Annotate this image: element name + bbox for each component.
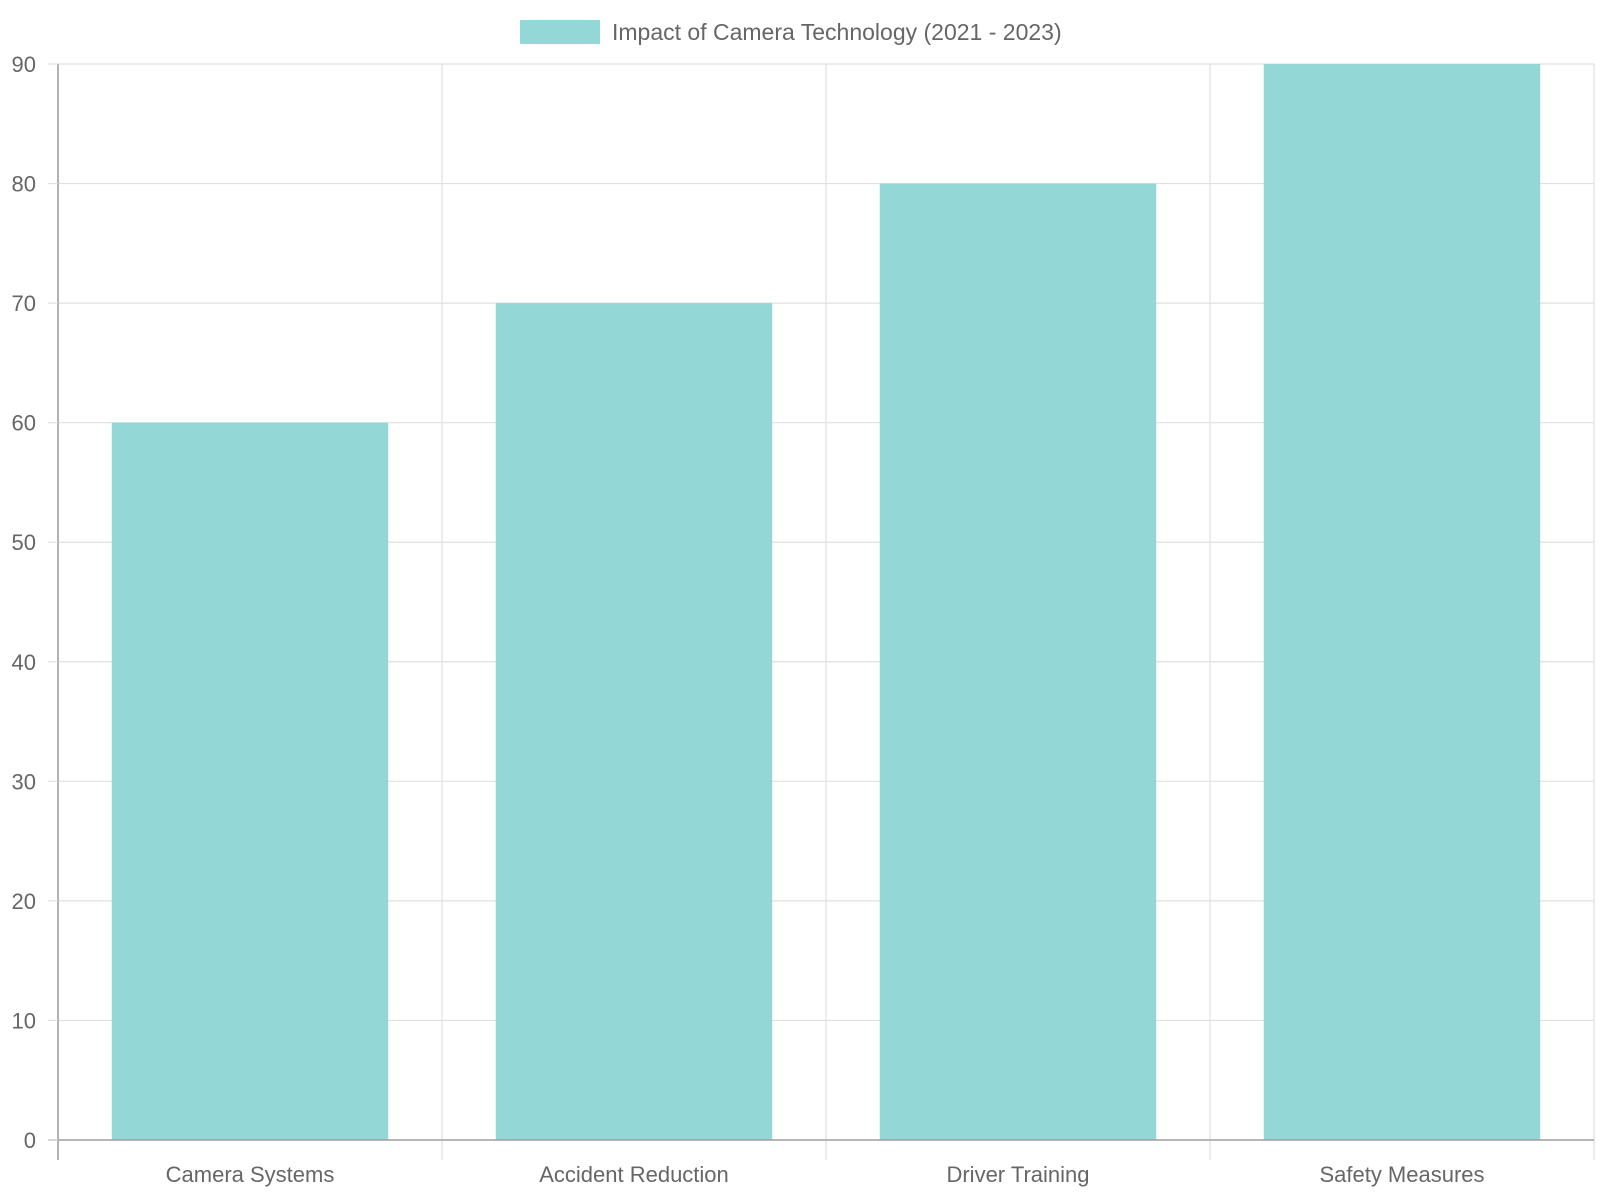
- y-tick-label: 50: [12, 530, 36, 555]
- y-tick-label: 20: [12, 889, 36, 914]
- x-tick-label: Driver Training: [946, 1162, 1089, 1187]
- axes: [48, 64, 1594, 1160]
- y-tick-label: 70: [12, 291, 36, 316]
- chart-legend[interactable]: Impact of Camera Technology (2021 - 2023…: [520, 19, 1062, 45]
- bar-series: [111, 64, 1541, 1141]
- bar-camera-systems[interactable]: [111, 422, 389, 1141]
- x-tick-label: Safety Measures: [1319, 1162, 1484, 1187]
- x-tick-label: Camera Systems: [166, 1162, 335, 1187]
- y-tick-label: 0: [24, 1128, 36, 1153]
- y-tick-label: 40: [12, 650, 36, 675]
- bar-safety-measures[interactable]: [1263, 64, 1541, 1140]
- y-axis-ticks: 0 10 20 30 40 50 60 70 80 90: [12, 52, 58, 1153]
- x-tick-label: Accident Reduction: [539, 1162, 729, 1187]
- y-tick-label: 10: [12, 1008, 36, 1033]
- legend-label: Impact of Camera Technology (2021 - 2023…: [612, 19, 1062, 45]
- y-tick-label: 90: [12, 52, 36, 77]
- bar-accident-reduction[interactable]: [495, 303, 773, 1141]
- y-tick-label: 60: [12, 411, 36, 436]
- bar-driver-training[interactable]: [879, 183, 1157, 1141]
- legend-swatch: [520, 20, 600, 44]
- y-tick-label: 80: [12, 172, 36, 197]
- y-tick-label: 30: [12, 769, 36, 794]
- x-axis-ticks: Camera Systems Accident Reduction Driver T…: [166, 1162, 1485, 1187]
